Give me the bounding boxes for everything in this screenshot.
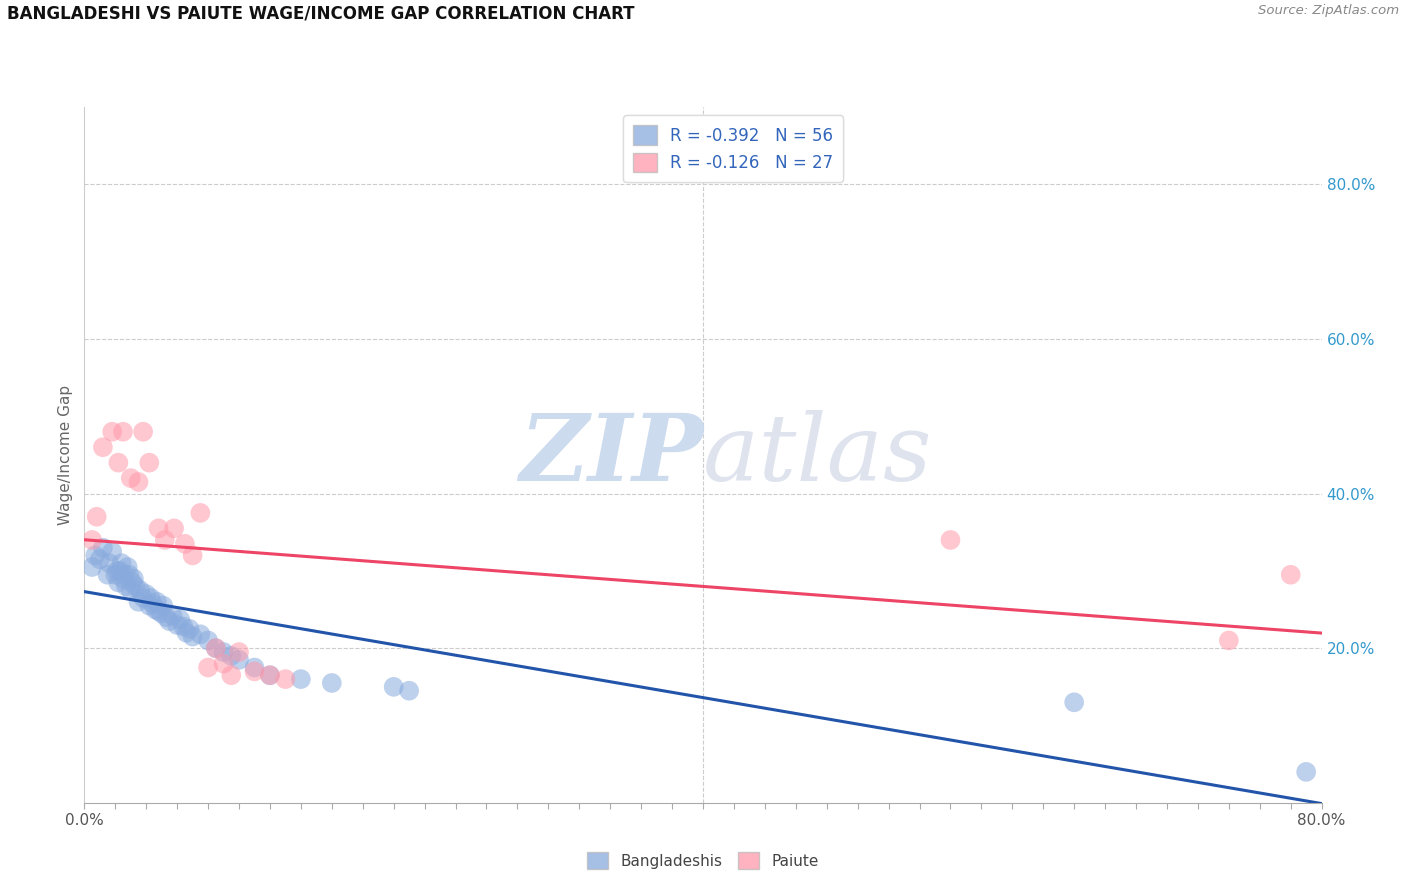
Point xyxy=(290,672,312,686)
Point xyxy=(172,619,194,633)
Point xyxy=(104,567,127,582)
Point xyxy=(212,645,235,659)
Point xyxy=(138,599,160,613)
Point xyxy=(163,521,186,535)
Point xyxy=(124,579,146,593)
Point xyxy=(181,549,204,563)
Point xyxy=(243,660,266,674)
Point xyxy=(205,641,228,656)
Point xyxy=(382,680,405,694)
Point xyxy=(97,567,120,582)
Point xyxy=(150,607,173,621)
Point xyxy=(205,641,228,656)
Point xyxy=(148,521,170,535)
Point xyxy=(169,613,191,627)
Point xyxy=(1295,764,1317,779)
Point xyxy=(112,425,135,439)
Point xyxy=(939,533,962,547)
Point xyxy=(120,583,142,598)
Point xyxy=(84,549,107,563)
Point xyxy=(321,676,343,690)
Point xyxy=(101,544,124,558)
Point xyxy=(98,556,121,570)
Point xyxy=(1279,567,1302,582)
Point xyxy=(89,552,111,566)
Point xyxy=(129,583,152,598)
Point xyxy=(122,572,145,586)
Legend: R = -0.392   N = 56, R = -0.126   N = 27: R = -0.392 N = 56, R = -0.126 N = 27 xyxy=(623,115,844,182)
Point xyxy=(107,456,129,470)
Point xyxy=(162,608,184,623)
Point xyxy=(398,683,420,698)
Point xyxy=(91,440,114,454)
Legend: Bangladeshis, Paiute: Bangladeshis, Paiute xyxy=(581,846,825,875)
Point xyxy=(212,657,235,671)
Point xyxy=(228,653,250,667)
Point xyxy=(138,456,160,470)
Point xyxy=(141,596,163,610)
Point xyxy=(120,471,142,485)
Point xyxy=(101,425,124,439)
Point xyxy=(197,660,219,674)
Point xyxy=(112,572,135,586)
Point xyxy=(110,556,132,570)
Point xyxy=(121,575,143,590)
Point xyxy=(197,633,219,648)
Point xyxy=(159,614,181,628)
Point xyxy=(146,595,169,609)
Point xyxy=(82,560,104,574)
Point xyxy=(118,567,141,582)
Point xyxy=(128,595,150,609)
Point xyxy=(259,668,281,682)
Point xyxy=(181,630,204,644)
Point xyxy=(155,610,177,624)
Point xyxy=(105,564,128,578)
Text: atlas: atlas xyxy=(703,410,932,500)
Point xyxy=(91,541,114,555)
Point xyxy=(108,564,131,578)
Point xyxy=(166,618,188,632)
Point xyxy=(132,425,155,439)
Point xyxy=(152,599,174,613)
Point xyxy=(259,668,281,682)
Point xyxy=(228,645,250,659)
Point xyxy=(135,587,157,601)
Point xyxy=(132,591,155,605)
Point xyxy=(128,475,150,489)
Point xyxy=(1218,633,1240,648)
Point xyxy=(139,591,162,605)
Text: Source: ZipAtlas.com: Source: ZipAtlas.com xyxy=(1258,4,1399,18)
Point xyxy=(274,672,297,686)
Point xyxy=(117,560,139,574)
Point xyxy=(107,575,129,590)
Point xyxy=(115,579,138,593)
Point xyxy=(188,627,212,641)
Point xyxy=(153,533,176,547)
Point xyxy=(221,668,243,682)
Point xyxy=(176,625,198,640)
Point xyxy=(188,506,212,520)
Point xyxy=(1063,695,1085,709)
Y-axis label: Wage/Income Gap: Wage/Income Gap xyxy=(58,384,73,525)
Point xyxy=(174,537,197,551)
Point xyxy=(86,509,108,524)
Point xyxy=(179,622,201,636)
Point xyxy=(148,604,170,618)
Point xyxy=(114,567,136,582)
Text: ZIP: ZIP xyxy=(519,410,703,500)
Point xyxy=(243,665,266,679)
Point xyxy=(82,533,104,547)
Point xyxy=(145,602,167,616)
Text: BANGLADESHI VS PAIUTE WAGE/INCOME GAP CORRELATION CHART: BANGLADESHI VS PAIUTE WAGE/INCOME GAP CO… xyxy=(7,4,634,22)
Point xyxy=(221,648,243,663)
